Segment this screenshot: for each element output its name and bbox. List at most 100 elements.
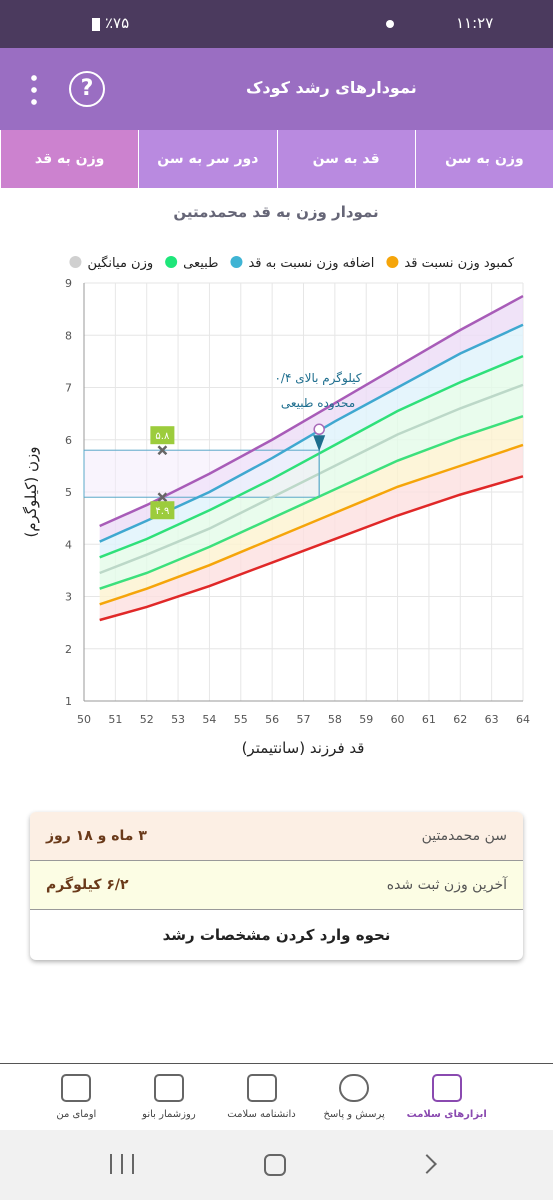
curve [99, 294, 524, 528]
legend-label: طبیعی [183, 256, 218, 271]
icon-shape [61, 1074, 92, 1102]
home-button[interactable] [264, 1154, 286, 1176]
tab[interactable]: وزن به قد [0, 130, 139, 188]
legend-swatch [165, 256, 178, 268]
band [99, 324, 523, 558]
y-tick-label: 5 [65, 486, 72, 499]
icon-shape [431, 1074, 462, 1102]
legend-swatch [230, 256, 243, 268]
help-button[interactable]: ? [69, 71, 105, 107]
chart-title: نمودار وزن به قد محمدمتین [173, 203, 378, 221]
app-title: نمودارهای رشد کودک [246, 78, 417, 97]
x-tick-label: 58 [328, 713, 342, 726]
system-nav [0, 1130, 553, 1200]
x-tick-label: 55 [234, 713, 248, 726]
y-tick-label: 1 [65, 695, 72, 708]
nav-item[interactable]: دانشنامه سلامت [215, 1064, 308, 1130]
y-tick-label: 6 [65, 434, 72, 447]
info-card: سن محمدمتین ۳ ماه و ۱۸ روز آخرین وزن ثبت ش… [30, 812, 523, 960]
nav-item[interactable]: ابزارهای سلامت [400, 1064, 493, 1130]
legend-swatch [386, 256, 399, 268]
info-row: آخرین وزن ثبت شده ۶/۲ کیلوگرم [30, 861, 523, 910]
nav-item[interactable]: روزشمار بانو [123, 1064, 216, 1130]
tabs: وزن به سن قد به سن دور سر به سن وزن به قد [0, 130, 553, 188]
tab[interactable]: وزن به سن [414, 130, 553, 188]
nav-label: اومای من [56, 1109, 97, 1120]
icon-shape [339, 1074, 370, 1102]
x-tick-label: 64 [516, 713, 530, 726]
y-tick-label: 3 [65, 591, 72, 604]
band [99, 416, 523, 605]
info-label: آخرین وزن ثبت شده [386, 877, 507, 893]
x-tick-label: 59 [359, 713, 373, 726]
x-tick-label: 62 [453, 713, 467, 726]
nav-icon [61, 1074, 92, 1102]
point: ۵.۸ [150, 426, 175, 456]
x-tick-label: 54 [202, 713, 216, 726]
nav-icon [246, 1074, 277, 1102]
help-link[interactable]: نحوه وارد کردن مشخصات رشد [162, 926, 391, 944]
nav-icon [431, 1074, 462, 1102]
x-tick-label: 57 [297, 713, 311, 726]
x-tick-label: 63 [485, 713, 499, 726]
legend-label: وزن میانگین [87, 255, 153, 271]
legend-label: کمبود وزن نسبت قد [404, 256, 514, 271]
point-label-bg [150, 426, 175, 445]
clock: ۱۱:۲۷ [456, 14, 494, 32]
x-axis-label: قد فرزند (سانتیمتر) [242, 739, 365, 757]
y-tick-label: 8 [65, 329, 72, 342]
icon-shape [153, 1074, 184, 1102]
point-label: ۵.۸ [155, 431, 170, 442]
annotation: محدوده طبیعی [281, 396, 355, 411]
battery: ٪۷۵ [105, 14, 130, 32]
bottom-nav: ابزارهای سلامت پرسش و پاسخ دانشنامه سلامت ر… [0, 1063, 553, 1130]
y-tick-label: 7 [65, 382, 72, 395]
x-tick-label: 53 [171, 713, 185, 726]
info-value: ۶/۲ کیلوگرم [46, 877, 129, 893]
nav-item[interactable]: پرسش و پاسخ [308, 1064, 401, 1130]
tab[interactable]: دور سر به سن [138, 130, 276, 188]
marker-head [313, 423, 325, 436]
recent-button[interactable] [110, 1154, 134, 1174]
point-label: ۴.۹ [155, 506, 169, 517]
nav-item[interactable]: اومای من [30, 1064, 123, 1130]
annotation: ۰/۴ کیلوگرم بالای [274, 371, 361, 386]
y-tick-label: 2 [65, 643, 72, 656]
x-tick-label: 52 [140, 713, 154, 726]
nav-label: روزشمار بانو [142, 1109, 196, 1120]
y-tick-label: 4 [65, 538, 72, 551]
nav-label: دانشنامه سلامت [227, 1109, 296, 1120]
back-button[interactable] [417, 1154, 437, 1174]
curve [99, 354, 524, 559]
info-value: ۳ ماه و ۱۸ روز [46, 828, 147, 844]
x-tick-label: 60 [391, 713, 405, 726]
cross [157, 445, 168, 456]
tab[interactable]: قد به سن [276, 130, 415, 188]
curve [99, 475, 524, 622]
point-label-bg [150, 501, 175, 520]
legend-swatch [69, 256, 82, 268]
y-axis-label: وزن (کیلوگرم) [22, 446, 40, 537]
marker [313, 435, 326, 452]
nav-icon [339, 1074, 370, 1102]
menu-button[interactable] [31, 72, 37, 106]
legend-label: اضافه وزن نسبت به قد [248, 256, 374, 271]
nav-label: ابزارهای سلامت [406, 1109, 487, 1120]
cross [157, 492, 168, 503]
battery-icon [92, 18, 100, 31]
dot [386, 20, 394, 28]
curve [99, 415, 524, 590]
curve [99, 383, 524, 575]
x-tick-label: 56 [265, 713, 279, 726]
nav-label: پرسش و پاسخ [323, 1109, 385, 1120]
info-label: سن محمدمتین [421, 828, 507, 844]
app-bar: نمودارهای رشد کودک ? [0, 48, 553, 130]
info-row: سن محمدمتین ۳ ماه و ۱۸ روز [30, 812, 523, 861]
nav-icon [153, 1074, 184, 1102]
chart: نمودار وزن به قد محمدمتین قد فرزند (سانت… [22, 203, 530, 757]
x-tick-label: 61 [422, 713, 436, 726]
x-tick-label: 51 [108, 713, 122, 726]
curve [99, 443, 524, 606]
point: ۴.۹ [150, 492, 175, 520]
